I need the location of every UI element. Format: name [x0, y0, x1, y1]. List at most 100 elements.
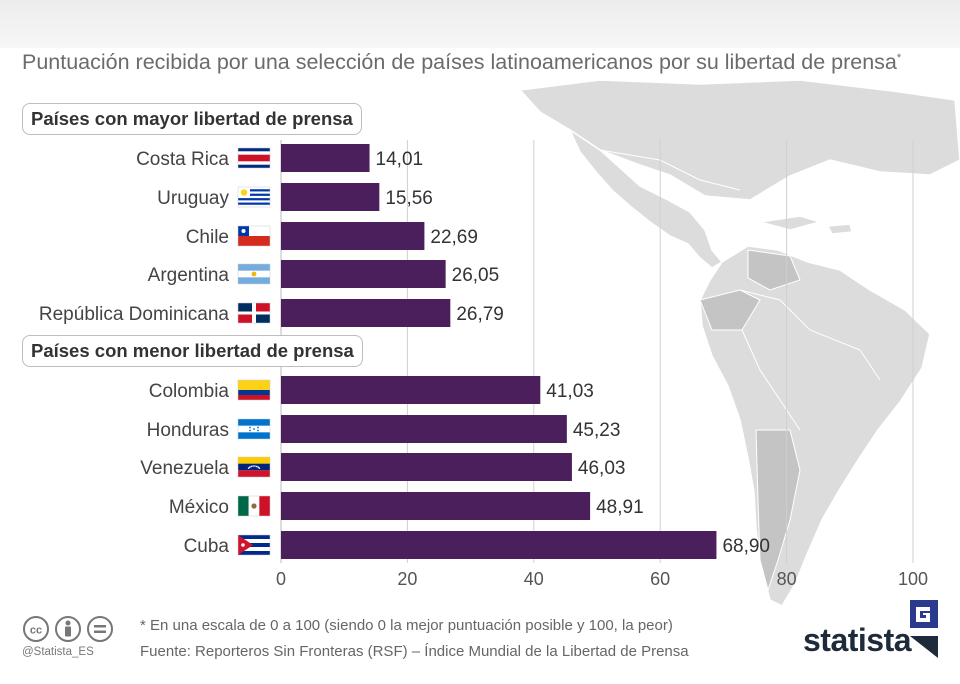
flag-stripe — [238, 236, 270, 246]
category-label-cuba: Cuba — [184, 536, 230, 557]
flag-border — [237, 225, 271, 247]
category-label-chile: Chile — [186, 227, 229, 248]
flag-stripe — [238, 193, 270, 196]
flag-star — [257, 426, 259, 429]
category-label-costa-rica: Costa Rica — [136, 149, 229, 170]
cuba-flag-icon — [237, 534, 271, 556]
flag-stripe — [238, 496, 249, 516]
bar-colombia — [281, 376, 541, 404]
chart-title: Puntuación recibida por una selección de… — [22, 50, 952, 75]
flag-border — [237, 147, 271, 169]
costa-rica-flag-icon — [237, 147, 271, 169]
license-icons: cc — [23, 616, 113, 642]
value-label-chile: 22,69 — [430, 227, 478, 248]
value-label-honduras: 45,23 — [573, 420, 621, 441]
flag-border — [237, 302, 271, 324]
flag-border — [237, 495, 271, 517]
group-label-menor-text: Países con menor libertad de prensa — [31, 340, 354, 361]
flag-star — [247, 467, 250, 469]
group-label-mayor: Países con mayor libertad de prensa — [22, 103, 362, 135]
category-label-venezuela: Venezuela — [140, 458, 229, 479]
flag-star — [257, 466, 260, 468]
flag-stripe — [238, 189, 270, 192]
flag-triangle — [238, 535, 253, 555]
flag-stripe — [238, 314, 252, 323]
no-derivatives-icon — [87, 616, 113, 642]
x-tick-label: 60 — [650, 569, 670, 589]
flag-stripe — [238, 395, 270, 400]
social-handle[interactable]: @Statista_ES — [22, 646, 94, 658]
value-label-dominican-republic: 26,79 — [456, 304, 504, 325]
x-tick-label: 80 — [777, 569, 797, 589]
value-label-argentina: 26,05 — [452, 265, 500, 286]
flag-star — [254, 465, 256, 467]
category-label-dominican-republic: República Dominicana — [39, 304, 230, 325]
flag-stripe — [238, 457, 270, 464]
x-tick-label: 100 — [898, 569, 928, 589]
bar-mexico — [281, 492, 591, 520]
group-label-menor: Países con menor libertad de prensa — [22, 335, 363, 367]
flag-stripe — [238, 463, 270, 471]
bar-costa-rica — [281, 144, 370, 172]
attribution-icon — [55, 616, 81, 642]
dominican-republic-flag-icon — [237, 302, 271, 324]
bar-dominican-republic — [281, 299, 451, 327]
source-note: Fuente: Reporteros Sin Fronteras (RSF) –… — [140, 643, 689, 660]
flag-star — [248, 466, 251, 468]
flag-stripe — [256, 303, 270, 312]
flag-star — [241, 229, 246, 233]
flag-border — [237, 263, 271, 285]
statista-logo-icon — [910, 600, 938, 658]
flag-border — [237, 418, 271, 440]
argentina-flag-icon — [237, 263, 271, 285]
flag-border — [237, 379, 271, 401]
bar-argentina — [281, 260, 446, 288]
bar-venezuela — [281, 453, 572, 481]
cc-icon: cc — [23, 616, 49, 642]
flag-stripe — [238, 198, 270, 201]
flag-sun — [251, 271, 257, 277]
chile-flag-icon — [237, 225, 271, 247]
flag-sun — [240, 189, 248, 196]
footnote: * En una escala de 0 a 100 (siendo 0 la … — [140, 617, 673, 634]
category-label-colombia: Colombia — [149, 381, 230, 402]
bar-cuba — [281, 531, 717, 559]
value-label-costa-rica: 14,01 — [376, 149, 424, 170]
flag-star — [249, 429, 251, 432]
bar-honduras — [281, 415, 567, 443]
x-tick-label: 0 — [276, 569, 286, 589]
flag-star — [252, 465, 254, 467]
group-label-mayor-text: Países con mayor libertad de prensa — [31, 108, 353, 129]
flag-star — [241, 543, 245, 547]
flag-star — [253, 428, 255, 430]
flag-stripe — [238, 303, 252, 312]
svg-text:cc: cc — [30, 625, 42, 637]
flag-star — [257, 429, 259, 432]
flag-star — [250, 465, 253, 468]
title-footnote-marker: * — [896, 51, 902, 64]
top-band — [0, 0, 960, 48]
value-label-colombia: 41,03 — [546, 381, 594, 402]
flag-stripe — [238, 226, 270, 236]
flag-stripe — [238, 390, 270, 395]
category-label-uruguay: Uruguay — [157, 188, 229, 209]
bar-uruguay — [281, 183, 380, 211]
value-label-mexico: 48,91 — [596, 497, 644, 518]
statista-logo-text[interactable]: statista — [803, 622, 912, 658]
flag-stripe — [256, 314, 270, 323]
x-tick-label: 40 — [524, 569, 544, 589]
uruguay-flag-icon — [237, 186, 271, 208]
colombia-flag-icon — [237, 379, 271, 401]
flag-star — [258, 467, 261, 469]
value-label-venezuela: 46,03 — [578, 458, 626, 479]
flag-stripe — [259, 496, 270, 516]
flag-stripe — [238, 470, 270, 477]
flag-border — [237, 534, 271, 556]
flag-stripe — [238, 202, 270, 205]
category-label-argentina: Argentina — [148, 265, 230, 286]
category-label-mexico: México — [169, 497, 229, 518]
category-label-honduras: Honduras — [147, 420, 229, 441]
flag-stripe — [238, 547, 270, 551]
